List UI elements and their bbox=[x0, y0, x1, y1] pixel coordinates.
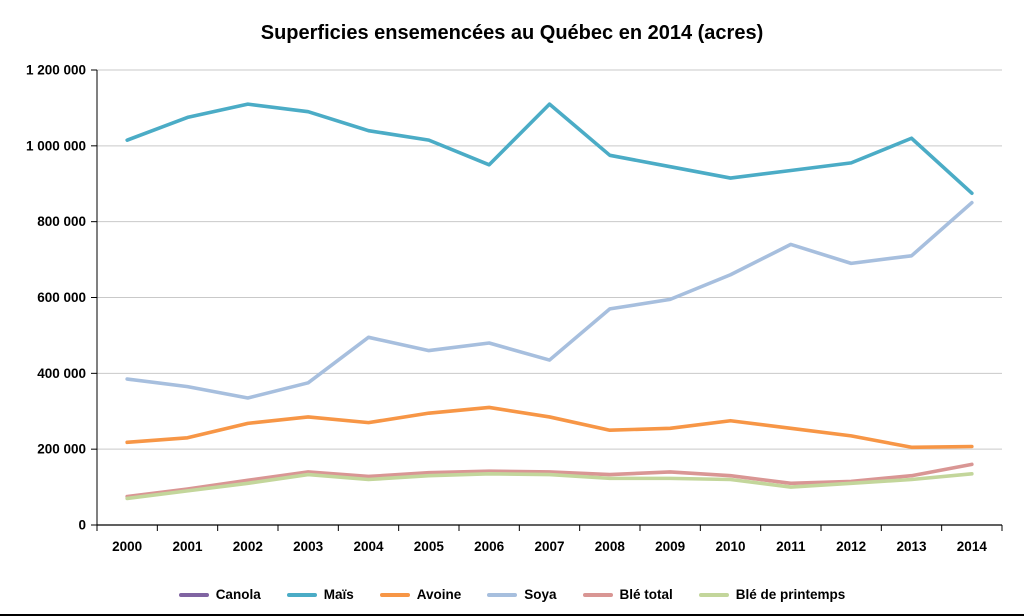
chart-title: Superficies ensemencées au Québec en 201… bbox=[260, 22, 764, 44]
legend-item-ble-printemps[interactable]: Blé de printemps bbox=[698, 587, 846, 602]
legend-label-soya: Soya bbox=[524, 587, 557, 602]
legend-swatch-canola bbox=[178, 592, 209, 597]
y-axis-label: 600 000 bbox=[37, 290, 86, 305]
x-axis-label: 2012 bbox=[836, 539, 866, 554]
legend-label-avoine: Avoine bbox=[416, 587, 462, 602]
x-axis-label: 2004 bbox=[353, 539, 384, 554]
legend-label-canola: Canola bbox=[215, 587, 261, 602]
x-axis-label: 2010 bbox=[715, 539, 745, 554]
x-axis-label: 2006 bbox=[474, 539, 505, 554]
x-axis-label: 2008 bbox=[595, 539, 626, 554]
x-axis-label: 2009 bbox=[655, 539, 685, 554]
series-line-ble-total bbox=[125, 462, 974, 499]
series-line-soya bbox=[125, 200, 974, 400]
x-axis-label: 2007 bbox=[534, 539, 564, 554]
x-axis-label: 2003 bbox=[293, 539, 324, 554]
y-axis-label: 200 000 bbox=[37, 442, 86, 457]
legend-swatch-ble-total bbox=[582, 592, 613, 597]
legend-label-mais: Maïs bbox=[323, 587, 354, 602]
legend-item-ble-total[interactable]: Blé total bbox=[582, 587, 673, 602]
legend-swatch-ble-printemps bbox=[698, 592, 729, 597]
x-axis-label: 2014 bbox=[957, 539, 988, 554]
x-axis-label: 2005 bbox=[414, 539, 445, 554]
y-axis-label: 0 bbox=[78, 518, 86, 533]
legend-swatch-mais bbox=[286, 592, 317, 597]
series-line-mais bbox=[125, 102, 974, 196]
legend-item-canola[interactable]: Canola bbox=[178, 587, 261, 602]
x-axis-label: 2002 bbox=[233, 539, 263, 554]
x-axis-label: 2001 bbox=[172, 539, 203, 554]
y-axis-label: 1 000 000 bbox=[26, 138, 86, 153]
y-axis-label: 400 000 bbox=[37, 366, 86, 381]
legend-item-mais[interactable]: Maïs bbox=[286, 587, 354, 602]
legend-item-soya[interactable]: Soya bbox=[487, 587, 557, 602]
legend-label-ble-total: Blé total bbox=[619, 587, 673, 602]
y-axis-label: 800 000 bbox=[37, 214, 86, 229]
legend: Canola Maïs Avoine Soya Blé total Blé de prin… bbox=[0, 587, 1024, 602]
series-line-ble-printemps bbox=[125, 472, 974, 501]
x-axis-label: 2013 bbox=[896, 539, 927, 554]
legend-swatch-soya bbox=[487, 592, 518, 597]
legend-swatch-avoine bbox=[379, 592, 410, 597]
legend-item-avoine[interactable]: Avoine bbox=[379, 587, 462, 602]
x-axis-label: 2011 bbox=[776, 539, 806, 554]
series-line-avoine bbox=[125, 405, 974, 450]
legend-label-ble-printemps: Blé de printemps bbox=[735, 587, 846, 602]
x-axis-label: 2000 bbox=[112, 539, 142, 554]
y-axis-label: 1 200 000 bbox=[26, 63, 86, 78]
